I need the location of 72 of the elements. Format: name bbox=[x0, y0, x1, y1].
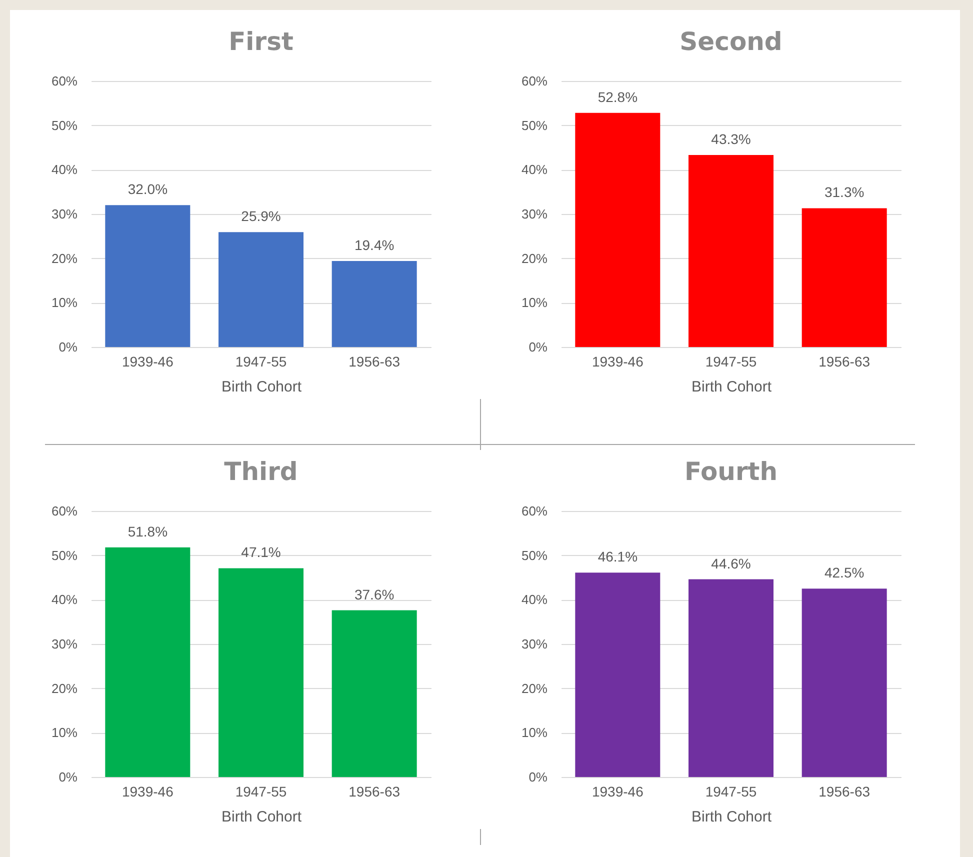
y-tick-label: 30% bbox=[521, 636, 548, 652]
y-tick-label: 60% bbox=[521, 504, 548, 518]
data-label: 31.3% bbox=[824, 184, 864, 200]
bar bbox=[218, 568, 304, 777]
y-tick-label: 20% bbox=[521, 680, 548, 696]
x-tick-label: 1939-46 bbox=[122, 784, 174, 800]
x-tick-label: 1956-63 bbox=[348, 784, 400, 800]
chart-title: Third bbox=[224, 457, 298, 486]
y-tick-label: 30% bbox=[521, 206, 548, 222]
y-tick-label: 30% bbox=[51, 206, 78, 222]
x-tick-label: 1939-46 bbox=[592, 784, 644, 800]
y-tick-label: 40% bbox=[51, 592, 78, 608]
data-label: 25.9% bbox=[241, 208, 281, 224]
y-tick-label: 10% bbox=[51, 725, 78, 740]
x-tick-label: 1956-63 bbox=[348, 354, 400, 370]
y-tick-label: 50% bbox=[521, 548, 548, 563]
y-tick-label: 0% bbox=[528, 340, 548, 354]
data-label: 32.0% bbox=[128, 181, 168, 198]
y-tick-label: 60% bbox=[521, 74, 548, 88]
bar bbox=[332, 610, 417, 777]
y-tick-label: 10% bbox=[51, 295, 78, 310]
bar bbox=[218, 232, 304, 347]
y-tick-label: 60% bbox=[51, 74, 78, 88]
x-tick-label: 1939-46 bbox=[122, 354, 174, 370]
bar bbox=[105, 547, 190, 777]
x-tick-label: 1956-63 bbox=[818, 784, 870, 800]
chart-title: First bbox=[228, 27, 294, 56]
data-label: 42.5% bbox=[824, 564, 864, 581]
data-label: 52.8% bbox=[598, 88, 638, 105]
y-tick-label: 0% bbox=[528, 770, 548, 784]
bar bbox=[575, 112, 660, 347]
chart-title: Second bbox=[680, 27, 782, 56]
bar bbox=[802, 208, 887, 347]
bar bbox=[575, 572, 660, 777]
x-tick-label: 1939-46 bbox=[592, 354, 644, 370]
y-tick-label: 40% bbox=[521, 592, 548, 608]
y-tick-label: 20% bbox=[51, 250, 78, 266]
x-tick-label: 1947-55 bbox=[705, 784, 757, 800]
data-label: 19.4% bbox=[354, 236, 394, 253]
y-tick-label: 40% bbox=[51, 162, 78, 178]
x-tick-label: 1947-55 bbox=[705, 354, 757, 370]
y-tick-label: 50% bbox=[51, 548, 78, 563]
x-tick-label: 1947-55 bbox=[235, 354, 287, 370]
bar bbox=[332, 260, 417, 347]
bar bbox=[105, 205, 190, 347]
y-tick-label: 50% bbox=[521, 118, 548, 133]
chart-title: Fourth bbox=[684, 457, 778, 486]
bar bbox=[802, 588, 887, 777]
x-axis-title: Birth Cohort bbox=[221, 808, 302, 826]
y-tick-label: 50% bbox=[51, 118, 78, 133]
y-tick-label: 40% bbox=[521, 162, 548, 178]
y-tick-label: 10% bbox=[521, 295, 548, 310]
data-label: 43.3% bbox=[711, 131, 751, 148]
y-tick-label: 10% bbox=[521, 725, 548, 740]
y-tick-label: 20% bbox=[51, 680, 78, 696]
y-tick-label: 20% bbox=[521, 250, 548, 266]
data-label: 47.1% bbox=[241, 544, 281, 560]
y-tick-label: 0% bbox=[58, 770, 78, 784]
x-tick-label: 1956-63 bbox=[818, 354, 870, 370]
y-tick-label: 60% bbox=[51, 504, 78, 518]
y-tick-label: 30% bbox=[51, 636, 78, 652]
x-axis-title: Birth Cohort bbox=[691, 378, 772, 396]
data-label: 51.8% bbox=[128, 523, 168, 540]
y-tick-label: 0% bbox=[58, 340, 78, 354]
data-label: 37.6% bbox=[354, 586, 394, 602]
x-axis-title: Birth Cohort bbox=[221, 378, 302, 396]
bar bbox=[688, 579, 774, 777]
x-tick-label: 1947-55 bbox=[235, 784, 287, 800]
data-label: 46.1% bbox=[598, 548, 638, 565]
bar bbox=[688, 155, 774, 347]
data-label: 44.6% bbox=[711, 555, 751, 572]
x-axis-title: Birth Cohort bbox=[691, 808, 772, 826]
